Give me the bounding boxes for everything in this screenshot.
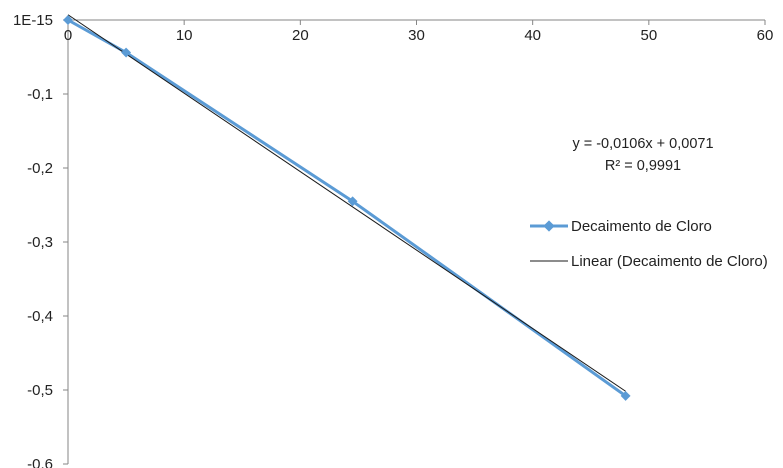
data-point [347, 196, 358, 207]
legend-entry-trendline: Linear (Decaimento de Cloro) [530, 253, 768, 270]
x-tick-label: 10 [176, 27, 193, 44]
x-tick-label: 40 [524, 27, 541, 44]
legend-trendline-label: Linear (Decaimento de Cloro) [571, 253, 768, 270]
y-tick-label: -0,5 [27, 382, 53, 399]
x-tick-label: 30 [408, 27, 425, 44]
legend-entry-series: Decaimento de Cloro [530, 218, 712, 235]
trendline-equation: y = -0,0106x + 0,0071 [572, 136, 713, 152]
x-tick-label: 60 [757, 27, 774, 44]
y-tick-label: -0,6 [27, 456, 53, 468]
y-tick-label: -0,2 [27, 160, 53, 177]
y-tick-label: -0,1 [27, 86, 53, 103]
axes [63, 19, 766, 465]
x-tick-label: 0 [64, 27, 72, 44]
series-line [67, 18, 627, 398]
legend-series-label: Decaimento de Cloro [571, 218, 712, 235]
y-tick-label: -0,4 [27, 308, 53, 325]
trendline-r-squared: R² = 0,9991 [605, 158, 681, 174]
legend: Decaimento de Cloro Linear (Decaimento d… [530, 218, 768, 270]
legend-series-marker [543, 220, 555, 232]
trendline-annotation: y = -0,0106x + 0,0071 R² = 0,9991 [572, 136, 713, 174]
y-tick-label: 1E-15 [13, 12, 53, 29]
y-tick-label: -0,3 [27, 234, 53, 251]
x-tick-label: 50 [640, 27, 657, 44]
data-point [620, 390, 631, 401]
tick-labels: 0 10 20 30 40 50 60 1E-15 -0,1 -0,2 -0,3 -0,4 -0,5 -0… [13, 12, 773, 468]
x-tick-label: 20 [292, 27, 309, 44]
data-point [121, 47, 132, 58]
trendline [67, 14, 626, 392]
plot-area [63, 14, 631, 401]
